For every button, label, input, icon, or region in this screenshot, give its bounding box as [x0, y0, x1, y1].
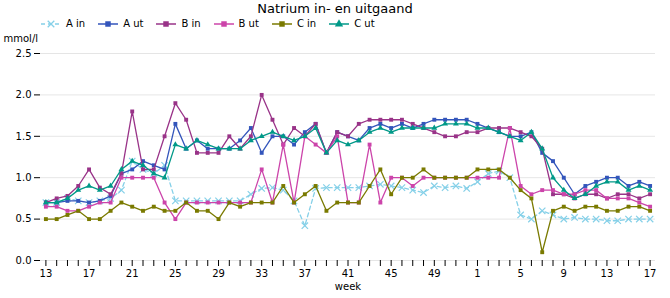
svg-text:29: 29: [212, 268, 225, 279]
svg-text:17: 17: [644, 268, 657, 279]
html-text:C ut: C ut: [354, 18, 375, 29]
svg-text:2.5: 2.5: [16, 48, 32, 59]
svg-text:5: 5: [517, 268, 523, 279]
html-text:A in: A in: [66, 18, 86, 29]
svg-text:37: 37: [298, 268, 311, 279]
svg-text:1: 1: [474, 268, 480, 279]
svg-text:0.5: 0.5: [16, 213, 32, 224]
html-text:A ut: A ut: [123, 18, 144, 29]
svg-text:week: week: [335, 281, 361, 292]
html-text:B ut: B ut: [238, 18, 259, 29]
svg-text:1.0: 1.0: [16, 172, 32, 183]
svg-text:13: 13: [40, 268, 53, 279]
svg-text:mmol/l: mmol/l: [4, 33, 39, 44]
html-text:Natrium in- en uitgaand: Natrium in- en uitgaand: [257, 1, 413, 16]
html-text:B in: B in: [181, 18, 201, 29]
svg-text:9: 9: [561, 268, 567, 279]
svg-text:41: 41: [342, 268, 355, 279]
svg-text:25: 25: [169, 268, 182, 279]
svg-text:21: 21: [126, 268, 139, 279]
svg-text:0.0: 0.0: [16, 255, 32, 266]
svg-text:33: 33: [255, 268, 268, 279]
html-text:C in: C in: [296, 18, 317, 29]
svg-text:45: 45: [385, 268, 398, 279]
svg-text:13: 13: [601, 268, 614, 279]
svg-text:2.0: 2.0: [16, 89, 32, 100]
svg-text:1.5: 1.5: [16, 131, 32, 142]
svg-text:17: 17: [83, 268, 96, 279]
svg-text:49: 49: [428, 268, 441, 279]
